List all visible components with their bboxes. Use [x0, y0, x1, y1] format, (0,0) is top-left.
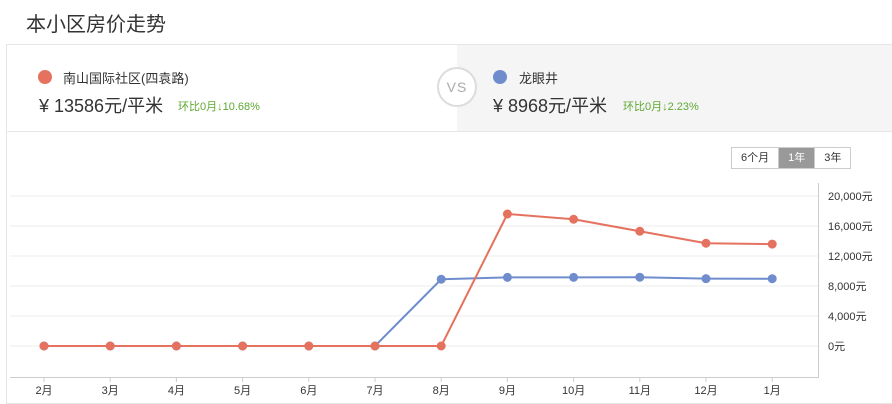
- compare-right-change: 环比0月↓2.23%: [623, 101, 699, 113]
- period-1y-button[interactable]: 1年: [779, 148, 816, 168]
- period-selector: 6个月 1年 3年: [731, 147, 852, 169]
- data-point: [635, 226, 645, 236]
- data-point: [105, 341, 115, 351]
- data-point: [502, 272, 512, 282]
- data-point: [436, 274, 446, 284]
- data-point: [370, 341, 380, 351]
- compare-left-change: 环比0月↓10.68%: [178, 101, 260, 113]
- y-tick-label: 16,000元: [828, 221, 873, 233]
- data-point: [569, 272, 579, 282]
- x-tick-label: 1月: [764, 385, 781, 397]
- x-tick-label: 10月: [562, 385, 585, 397]
- x-tick-label: 2月: [35, 385, 52, 397]
- y-tick-label: 4,000元: [828, 311, 867, 323]
- x-tick-label: 11月: [629, 385, 651, 397]
- x-tick-label: 4月: [168, 385, 185, 397]
- data-point: [304, 341, 314, 351]
- compare-right: 龙眼井 ¥ 8968元/平米 环比0月↓2.23%: [457, 45, 892, 131]
- period-6m-button[interactable]: 6个月: [732, 148, 780, 168]
- compare-right-name: 龙眼井: [519, 71, 559, 86]
- x-tick-label: 6月: [300, 385, 317, 397]
- data-point: [238, 341, 248, 351]
- compare-left-name: 南山国际社区(四袁路): [63, 71, 189, 86]
- series-line: [44, 213, 773, 347]
- x-tick-label: 12月: [694, 385, 717, 397]
- y-tick-label: 20,000元: [828, 191, 873, 203]
- y-tick-label: 0元: [828, 341, 845, 353]
- vs-badge: VS: [437, 67, 477, 107]
- compare-bar: 南山国际社区(四袁路) ¥ 13586元/平米 环比0月↓10.68% 龙眼井 …: [7, 45, 892, 132]
- x-tick-label: 8月: [433, 385, 450, 397]
- data-point: [767, 274, 777, 284]
- series-dot-icon: [493, 70, 507, 84]
- price-trend-panel: 南山国际社区(四袁路) ¥ 13586元/平米 环比0月↓10.68% 龙眼井 …: [6, 44, 892, 404]
- compare-left: 南山国际社区(四袁路) ¥ 13586元/平米 环比0月↓10.68%: [7, 45, 457, 131]
- data-point: [701, 274, 711, 284]
- compare-right-price: ¥ 8968元/平米: [493, 96, 608, 116]
- data-point: [635, 272, 645, 282]
- series-dot-icon: [38, 70, 52, 84]
- page-title: 本小区房价走势: [26, 14, 166, 36]
- data-point: [171, 341, 181, 351]
- series-line: [44, 276, 773, 347]
- y-tick-label: 12,000元: [828, 251, 873, 263]
- period-3y-button[interactable]: 3年: [824, 152, 842, 164]
- x-tick-label: 5月: [234, 385, 251, 397]
- data-point: [436, 341, 446, 351]
- data-point: [502, 209, 512, 219]
- compare-left-price: ¥ 13586元/平米: [39, 96, 164, 116]
- data-point: [39, 341, 49, 351]
- x-tick-label: 3月: [102, 385, 119, 397]
- data-point: [701, 238, 711, 248]
- data-point: [569, 214, 579, 224]
- data-point: [767, 239, 777, 249]
- x-tick-label: 7月: [366, 385, 383, 397]
- x-tick-label: 9月: [499, 385, 516, 397]
- y-tick-label: 8,000元: [828, 281, 867, 293]
